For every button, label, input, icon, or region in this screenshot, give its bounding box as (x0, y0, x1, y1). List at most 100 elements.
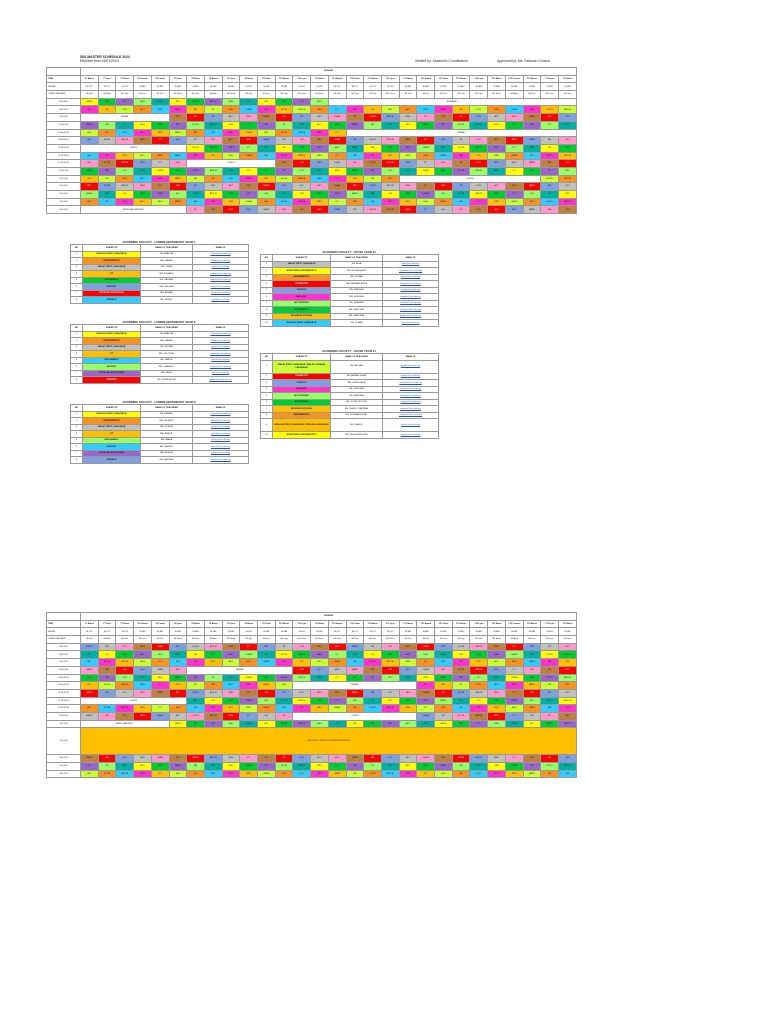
mon-class-teacher: Ms Ng (239, 90, 259, 99)
tue-lesson-cell: BM (274, 704, 294, 713)
mon-lesson-cell: PE (363, 197, 382, 207)
tue-lesson-cell: PHY (380, 696, 400, 706)
mon-lesson-cell: ADD M (292, 151, 312, 161)
tue-lesson-cell: ADD M (557, 650, 577, 660)
faculty-row: 8 SCIENCE MS. FAUZIAH fauziah@siis.edu.my (70, 456, 249, 464)
mon-lesson-cell: MATH (257, 205, 276, 215)
tue-lesson-cell: ACC (221, 658, 241, 667)
mon-lesson-cell: PHY (469, 113, 489, 122)
faculty-year8: ACADEMIC FACULTY - LOWER SECONDARY YEAR … (70, 320, 249, 384)
mon-lesson-cell: PHY (292, 166, 312, 176)
tue-lesson-cell: BUS (239, 658, 259, 667)
mon-lesson-cell: ACC (133, 151, 152, 161)
faculty-title: ACADEMIC FACULTY - IGCSE YEAR 11 (322, 349, 376, 353)
mon-lesson-cell: BIO (257, 174, 276, 184)
tue-lesson-cell: BUS (504, 769, 524, 779)
tue-lesson-cell: ACC (398, 719, 418, 729)
tue-lesson-cell: HIS (168, 658, 188, 667)
tue-lesson-cell: ADD M (557, 719, 577, 729)
mon-class-teacher: Mr Tan (150, 90, 170, 99)
tue-lesson-cell: BM (97, 665, 117, 675)
tue-lesson-cell: CHEM (504, 719, 524, 729)
mon-lesson-cell: SCI (203, 151, 223, 161)
tue-lesson-cell: PHY (292, 642, 312, 652)
faculty-email-link[interactable]: georgelim@siis.edu.my (192, 376, 249, 384)
faculty-teacher: MS. AFIQAH (330, 359, 383, 374)
tue-lesson-cell: BUS (504, 681, 524, 690)
mon-lesson-cell: CHEM (416, 190, 436, 199)
tue-lesson-cell: ICT (416, 681, 436, 690)
mon-class-teacher: Mr Ang (504, 90, 524, 99)
tue-class-teacher: Ms Ong (274, 635, 294, 644)
tue-venue: SL2B1 (239, 627, 259, 637)
tue-time-slot: 10:00-10:30 (46, 673, 81, 683)
tue-lesson-cell: ENG (487, 711, 506, 721)
faculty-email-link[interactable]: fauziah@siis.edu.my (192, 456, 249, 464)
tue-lesson-cell: PHY (557, 642, 577, 652)
tue-class-teacher: Mr Lim (434, 635, 453, 644)
mon-lesson-cell: HIS (168, 113, 188, 122)
tue-lesson-cell: HIS (257, 688, 276, 698)
mon-lesson-cell: ENG (398, 159, 418, 168)
tue-lesson-cell: ACC (133, 650, 152, 660)
faculty-email-link[interactable]: nurul@siis.edu.my (192, 296, 249, 304)
tue-lesson-cell: HIS (345, 762, 365, 771)
tue-lesson-cell: PHY (115, 650, 135, 660)
mon-lesson-cell: BUS (504, 159, 524, 168)
mon-lesson-cell: PE (451, 136, 471, 145)
tue-lesson-cell: SCI (380, 688, 400, 698)
tue-lesson-cell: MATH (80, 665, 99, 675)
tue-lesson-cell: PE (186, 658, 205, 667)
tue-break: BREAK (292, 681, 418, 690)
tue-lesson-cell: ACC (487, 681, 506, 690)
mon-lesson-cell: PHY (469, 136, 489, 145)
mon-lesson-cell: BM (274, 113, 294, 122)
mon-lesson-cell: ENG (310, 197, 329, 207)
mon-lesson-cell: CHEM (327, 136, 347, 145)
mon-lesson-cell: BUS (327, 143, 347, 153)
tue-lesson-cell: ENG (221, 754, 241, 763)
tue-time-slot: 1:00-1:30 (46, 719, 81, 729)
mon-lesson-cell: CHEM (327, 182, 347, 191)
mon-lesson-cell: BM (363, 143, 382, 153)
mon-venue: SL4B1 (133, 82, 152, 92)
tue-lesson-cell: PHY (380, 650, 400, 660)
tue-lesson-cell: PE (363, 696, 382, 706)
faculty-row: 4 ICT MR. SUMATHI sumathi@siis.edu.my (70, 270, 249, 278)
faculty-igcse-year10: ACADEMIC FACULTY - IGCSE YEAR 10 NO SUBJEC… (260, 250, 439, 327)
faculty-email-link[interactable]: clara@siis.edu.my (382, 319, 439, 327)
tue-lesson-cell: BUS (239, 681, 259, 690)
mon-lesson-cell: GEO (398, 143, 418, 153)
tue-lesson-cell: ENG (221, 642, 241, 652)
mon-lesson-cell: ENG (487, 120, 506, 130)
mon-venue: SL5A2 (522, 82, 542, 92)
faculty-table: NO SUBJECTS NAME OF TEACHERS EMAIL ID 1 ENGLI… (70, 404, 249, 464)
mon-lesson-cell: CHEM (327, 159, 347, 168)
mon-lesson-cell: BIO (434, 190, 453, 199)
faculty-email-link[interactable]: afiqah@siis.edu.my (382, 359, 439, 374)
mon-class-header: Y11 Orion (434, 74, 453, 84)
mon-lesson-cell: MATH (168, 105, 188, 115)
mon-lesson-cell: ICT (504, 143, 524, 153)
mon-lesson-cell: BM (451, 197, 471, 207)
mon-lesson-cell: CHEM (150, 120, 170, 130)
mon-lesson-cell: ENG (221, 166, 241, 176)
mon-lesson-cell: ICT (504, 190, 524, 199)
tue-lesson-cell: ACC (487, 658, 506, 667)
mon-lesson-cell: BM (540, 205, 559, 215)
faculty-email-link[interactable]: janice@siis.edu.my (382, 418, 439, 432)
tue-lesson-cell: ADD M (115, 704, 135, 713)
tue-lesson-cell: ENG (398, 658, 418, 667)
tue-lesson-cell: PHY (557, 665, 577, 675)
mon-lesson-cell: ECON (540, 174, 559, 184)
mon-lesson-cell: HIS (345, 151, 365, 161)
tue-break: BREAK (186, 665, 294, 675)
faculty-no: 9 (260, 418, 273, 432)
tue-lesson-cell: ICT (150, 681, 170, 690)
mon-lesson-cell: ECON (274, 151, 294, 161)
faculty-email-link[interactable]: engzw@siis.edu.my (382, 431, 439, 439)
tue-lesson-cell: PE (540, 665, 559, 675)
mon-lesson-cell: SCI (115, 120, 135, 130)
faculty-table: NO SUBJECTS NAME OF TEACHERS EMAIL ID 1 ENGLI… (70, 244, 249, 304)
faculty-subject: ADDITIONAL MATHEMATICS (272, 431, 331, 439)
